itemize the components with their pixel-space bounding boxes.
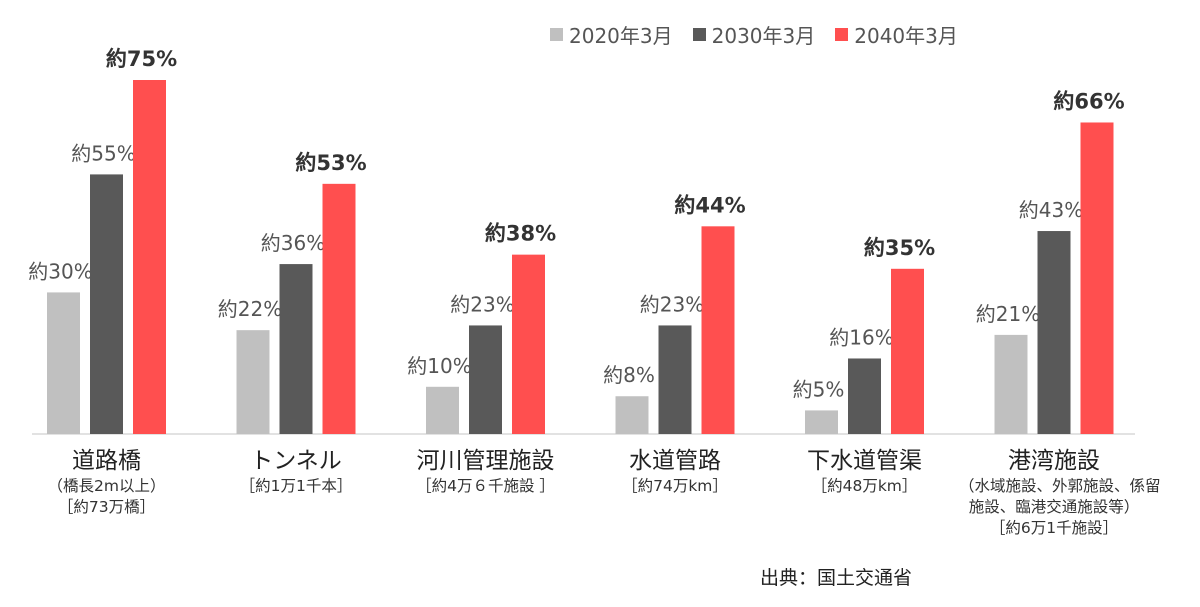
data-label-2040-cat-3: 約44% [674,193,745,217]
category-note: 施設、臨港交通施設等） [968,498,1140,516]
bar-2040-cat-4 [891,268,924,434]
legend-label-2040: 2040年3月 [854,24,958,48]
legend-swatch-2020 [550,28,563,41]
category-note: ［約4万６千施設 ］ [416,477,555,495]
data-label-2030-cat-5: 約43% [1019,198,1083,222]
bar-2020-cat-1 [236,330,270,434]
data-label-2030-cat-1: 約36% [261,231,325,255]
bar-2030-cat-2 [469,325,502,434]
category-name: 港湾施設 [1008,448,1100,474]
data-label-2040-cat-5: 約66% [1053,89,1124,113]
data-label-2020-cat-5: 約21% [976,302,1040,326]
source-note: 出典：国土交通省 [760,567,913,589]
legend-item-2020: 2020年3月 [550,20,673,49]
data-label-2030-cat-4: 約16% [829,325,893,349]
bar-2040-cat-1 [322,183,356,434]
data-label-2030-cat-2: 約23% [450,292,514,316]
bar-2020-cat-0 [47,292,80,434]
data-label-2020-cat-3: 約8% [603,363,655,387]
bar-2020-cat-4 [805,410,838,434]
legend-swatch-2040 [835,28,849,41]
data-label-2020-cat-0: 約30% [28,259,92,283]
bar-2030-cat-1 [279,264,313,434]
category-note: （橋長2m以上） [47,477,166,495]
category-note: ［約73万橋］ [57,498,156,516]
data-label-2040-cat-0: 約75% [106,47,177,71]
data-label-2040-cat-4: 約35% [864,236,935,260]
legend: 2020年3月 2030年3月 2040年3月 [550,20,958,49]
category-name: 道路橋 [72,448,141,474]
legend-label-2020: 2020年3月 [569,24,673,48]
category-name: 河川管理施設 [416,448,555,474]
data-label-2020-cat-1: 約22% [218,297,282,321]
category-note: ［約74万km］ [622,477,728,495]
bar-2040-cat-2 [512,254,545,434]
bar-2040-cat-3 [701,226,735,434]
category-note: ［約6万1千施設］ [989,519,1119,537]
data-label-2040-cat-1: 約53% [295,151,366,175]
category-label-3: 水道管路 ［約74万km］ [580,446,770,497]
bar-2040-cat-5 [1080,122,1114,434]
bar-2020-cat-5 [994,334,1028,434]
category-label-0: 道路橋 （橋長2m以上） ［約73万橋］ [12,446,202,518]
data-label-2030-cat-3: 約23% [640,292,704,316]
category-note: （水域施設、外郭施設、係留 [959,477,1161,495]
data-label-2040-cat-2: 約38% [485,222,556,246]
legend-swatch-2030 [692,28,706,41]
bar-2040-cat-0 [133,80,166,434]
legend-item-2030: 2030年3月 [692,20,816,49]
data-label-2030-cat-0: 約55% [71,141,135,165]
category-note: ［約1万1千本］ [239,477,353,495]
category-label-4: 下水道管渠 ［約48万km］ [770,446,960,497]
category-label-2: 河川管理施設 ［約4万６千施設 ］ [391,446,581,497]
category-name: 下水道管渠 [807,448,922,474]
bar-2030-cat-5 [1037,231,1071,434]
category-name: 水道管路 [629,448,721,474]
bar-2030-cat-3 [658,325,692,434]
category-label-5: 港湾施設 （水域施設、外郭施設、係留施設、臨港交通施設等） ［約6万1千施設］ [959,446,1161,539]
data-label-2020-cat-4: 約5% [793,377,845,401]
data-label-2020-cat-2: 約10% [407,354,471,378]
bar-2030-cat-0 [90,174,123,434]
bar-2030-cat-4 [848,358,881,434]
legend-label-2030: 2030年3月 [711,24,816,48]
bar-2020-cat-3 [615,396,649,434]
category-name: トンネル [250,448,342,474]
legend-item-2040: 2040年3月 [835,20,958,49]
category-label-1: トンネル ［約1万1千本］ [201,446,391,497]
category-note: ［約48万km］ [811,477,918,495]
bar-2020-cat-2 [426,386,459,434]
